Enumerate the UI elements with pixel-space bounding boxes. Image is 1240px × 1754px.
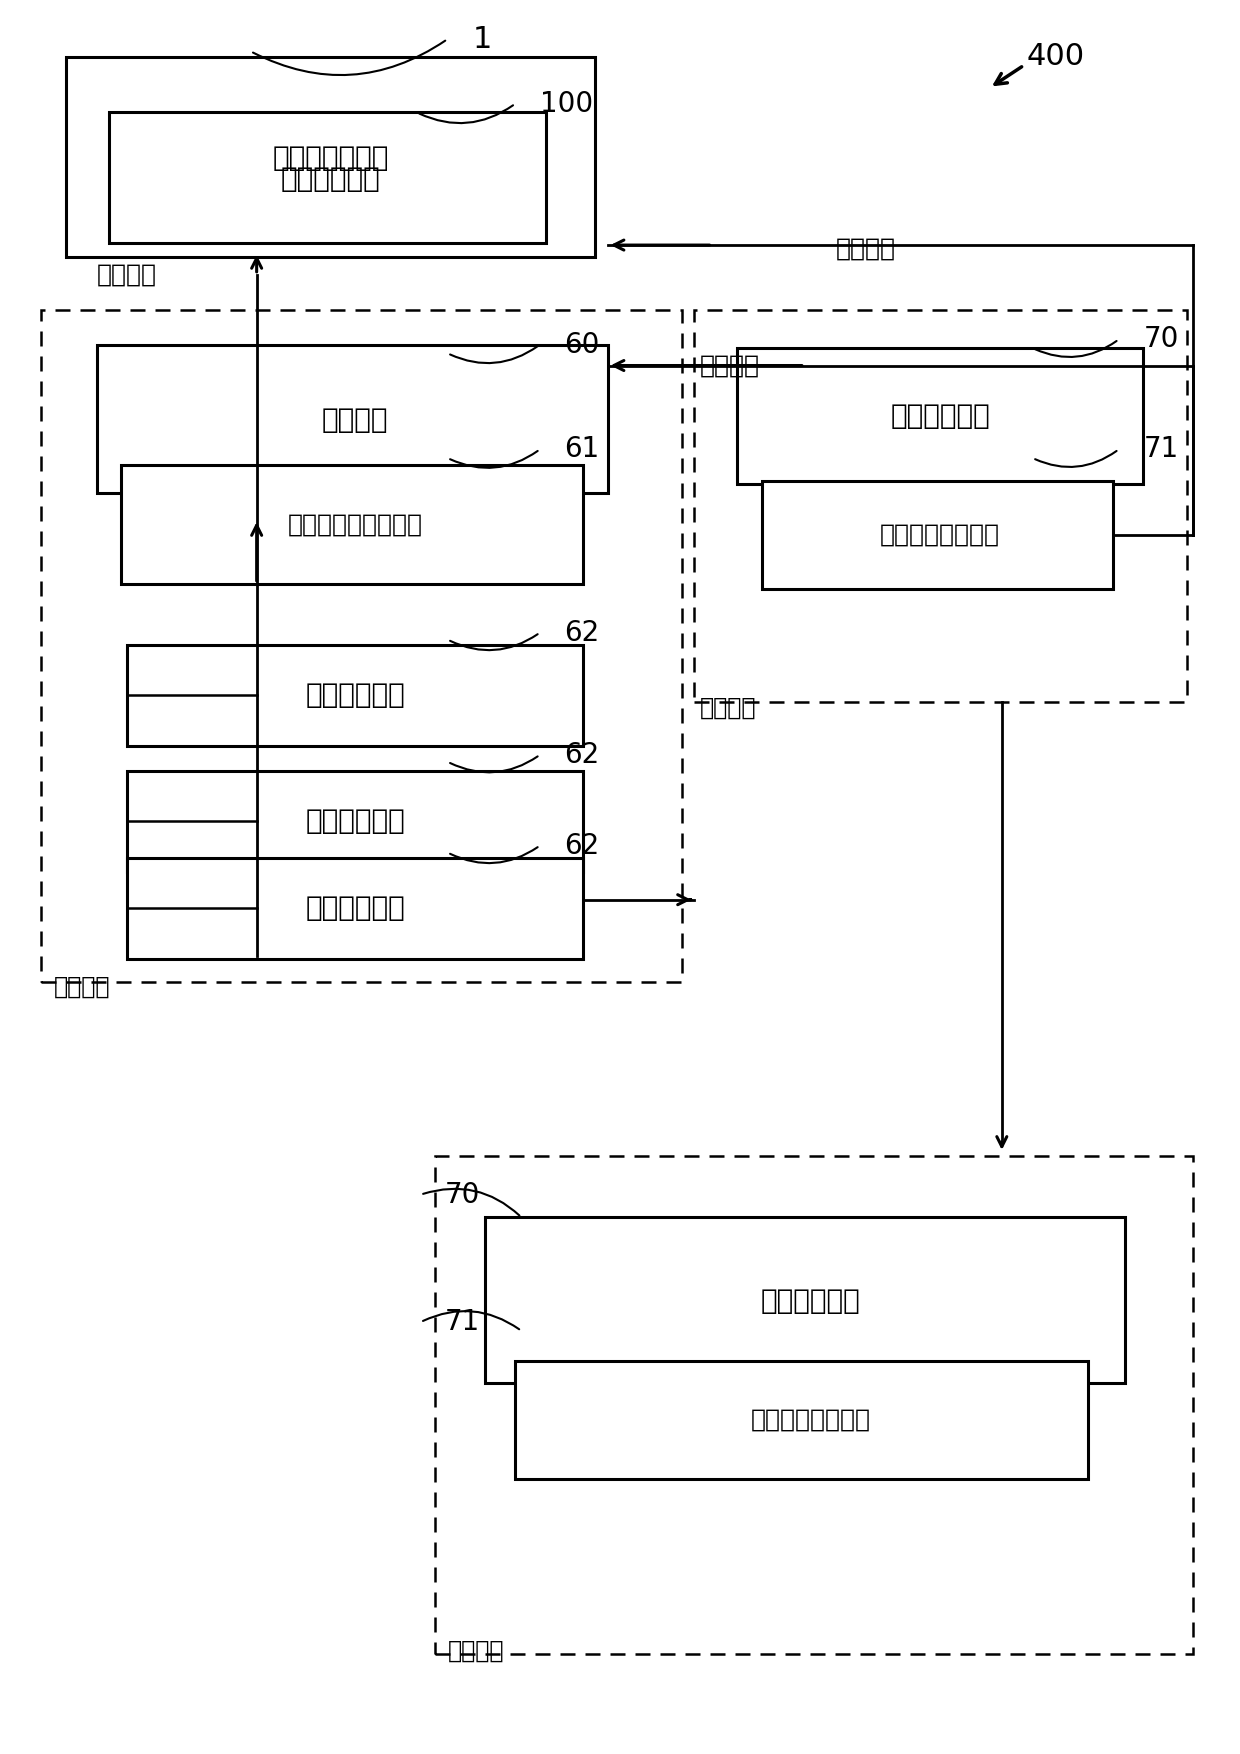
Text: 机器学习装置: 机器学习装置 xyxy=(280,165,381,193)
Text: 输送工序: 输送工序 xyxy=(701,696,756,719)
Bar xyxy=(41,310,682,982)
Text: 形状数据存储区域: 形状数据存储区域 xyxy=(751,1408,870,1431)
Text: 温度测量装置: 温度测量装置 xyxy=(305,682,405,709)
Bar xyxy=(435,1156,1193,1654)
Text: 温度测量装置: 温度测量装置 xyxy=(305,807,405,835)
Text: 71: 71 xyxy=(445,1308,480,1337)
Bar xyxy=(128,858,583,959)
Text: 71: 71 xyxy=(1143,435,1179,463)
Text: 61: 61 xyxy=(564,435,600,463)
Text: 温度数据: 温度数据 xyxy=(97,263,156,286)
Text: 温度测量装置: 温度测量装置 xyxy=(305,895,405,923)
Text: 400: 400 xyxy=(1027,42,1085,70)
Text: 100: 100 xyxy=(539,89,593,118)
Bar xyxy=(109,112,546,244)
Bar xyxy=(128,645,583,745)
Bar xyxy=(122,465,583,584)
Text: 60: 60 xyxy=(564,330,600,358)
Bar xyxy=(128,770,583,872)
Text: 控制装置: 控制装置 xyxy=(322,405,388,433)
Text: 形状测量装置: 形状测量装置 xyxy=(890,402,990,430)
Bar xyxy=(97,344,608,493)
Text: 70: 70 xyxy=(1143,324,1179,353)
Bar xyxy=(761,481,1112,589)
Text: 1: 1 xyxy=(472,25,491,54)
Text: 62: 62 xyxy=(564,619,600,647)
Bar xyxy=(516,1361,1087,1479)
Bar xyxy=(694,310,1187,702)
Bar xyxy=(485,1217,1125,1384)
Text: 70: 70 xyxy=(445,1180,480,1209)
Text: 热位移修正装置: 热位移修正装置 xyxy=(273,144,389,172)
Text: 形状数据: 形状数据 xyxy=(836,237,895,261)
Text: 检查工序: 检查工序 xyxy=(448,1638,505,1663)
Text: 加工工序: 加工工序 xyxy=(53,975,110,1000)
Text: 形状数据存储区域: 形状数据存储区域 xyxy=(880,523,1001,547)
Text: 形状测量装置: 形状测量装置 xyxy=(761,1287,861,1316)
Bar xyxy=(66,56,595,258)
Text: 温度数据存储器区域: 温度数据存储器区域 xyxy=(288,512,423,537)
Bar xyxy=(737,347,1143,484)
Text: 62: 62 xyxy=(564,740,600,768)
Text: 62: 62 xyxy=(564,831,600,859)
Text: 形状数据: 形状数据 xyxy=(701,354,760,377)
